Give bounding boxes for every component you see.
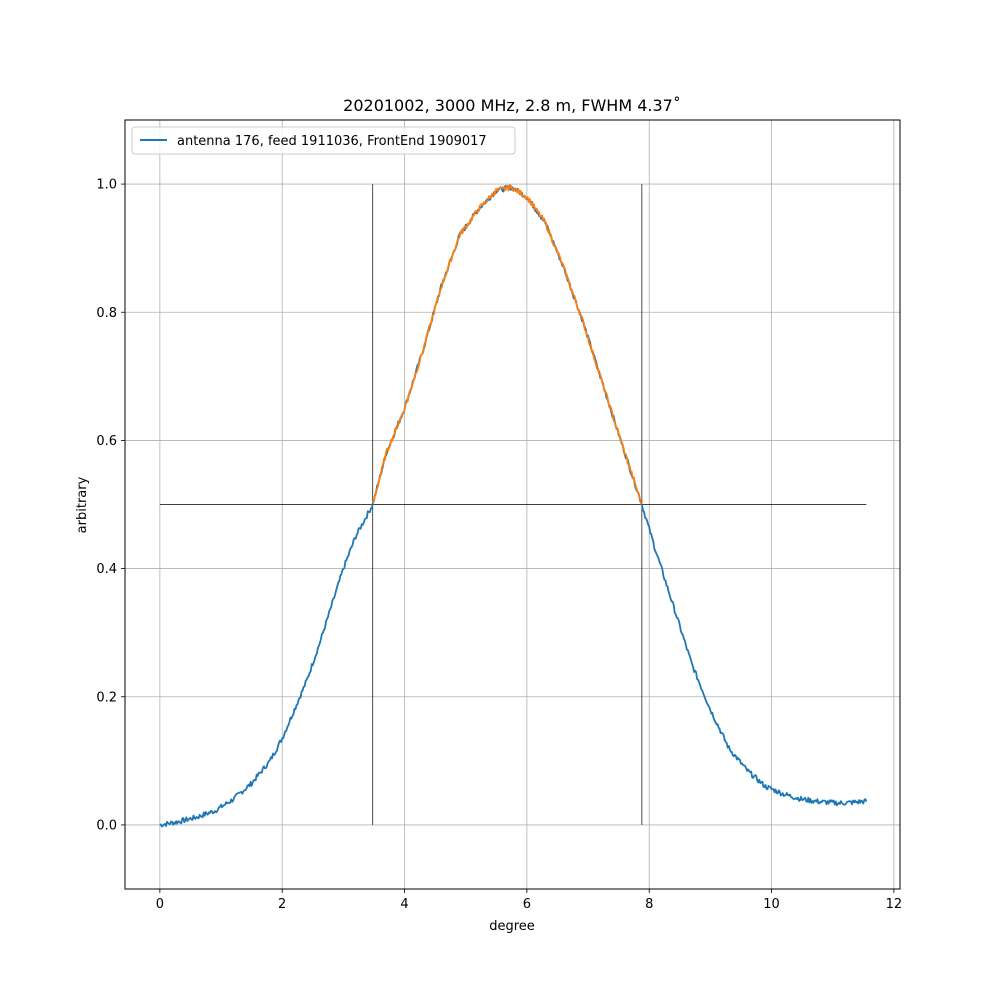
x-tick-label: 0 <box>156 897 164 912</box>
y-axis-ticks: 0.0 0.2 0.4 0.6 0.8 1.0 <box>96 178 125 833</box>
legend: antenna 176, feed 1911036, FrontEnd 1909… <box>131 126 516 155</box>
x-tick-label: 2 <box>278 897 286 912</box>
y-tick-label: 0.6 <box>96 434 117 449</box>
x-tick-label: 4 <box>400 897 408 912</box>
x-tick-label: 10 <box>763 897 780 912</box>
y-axis-label: arbitrary <box>75 476 90 533</box>
y-tick-label: 0.0 <box>96 818 117 833</box>
series-layer <box>159 184 868 828</box>
x-axis-ticks: 0 2 4 6 8 10 12 <box>156 889 902 912</box>
y-tick-label: 0.2 <box>96 690 117 705</box>
series-line-fwhm-segment <box>371 184 643 505</box>
x-tick-label: 6 <box>523 897 531 912</box>
y-tick-label: 1.0 <box>96 178 117 193</box>
series-line-antenna <box>159 184 868 828</box>
legend-box <box>131 126 516 155</box>
y-tick-label: 0.8 <box>96 306 117 321</box>
legend-label: antenna 176, feed 1911036, FrontEnd 1909… <box>177 134 487 149</box>
x-tick-label: 8 <box>645 897 653 912</box>
y-tick-label: 0.4 <box>96 562 117 577</box>
x-tick-label: 12 <box>886 897 903 912</box>
x-axis-label: degree <box>489 919 535 934</box>
chart-title: 20201002, 3000 MHz, 2.8 m, FWHM 4.37˚ <box>343 96 681 115</box>
plot-frame <box>124 119 901 890</box>
